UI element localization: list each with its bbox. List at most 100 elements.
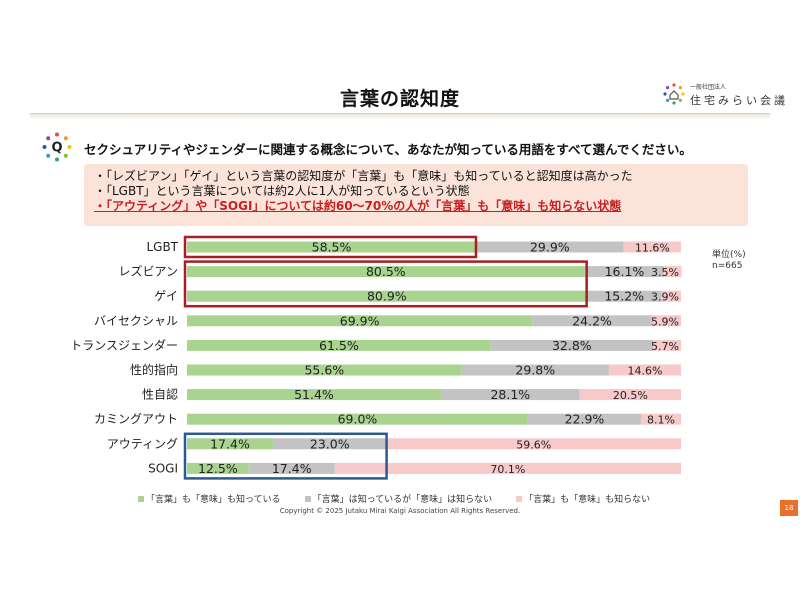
bar-segment [652, 339, 681, 351]
question-badge-letter: Q [51, 141, 62, 156]
data-label: 14.6% [627, 365, 662, 378]
legend-label: 「言葉」は知っているが「意味」は知らない [312, 495, 493, 505]
data-label: 80.5% [366, 264, 406, 279]
category-label: SOGI [148, 461, 178, 475]
summary-line: ・「LGBT」という言葉については約2人に1人が知っているという状態 [94, 184, 470, 198]
bar-segment [586, 290, 662, 302]
data-label: 8.1% [647, 414, 675, 427]
data-label: 51.4% [294, 387, 334, 402]
copyright: Copyright © 2025 Jutaku Mirai Kaigi Asso… [279, 507, 521, 515]
bar-segment [461, 364, 609, 376]
sample-size: n=665 [712, 261, 743, 271]
question-icon: Q [42, 132, 72, 162]
data-label: 22.9% [565, 412, 605, 427]
bar-segment [272, 438, 387, 450]
data-label: 12.5% [198, 461, 238, 476]
data-label: 58.5% [312, 240, 352, 255]
data-label: 61.5% [319, 338, 359, 353]
bar-segment [440, 389, 580, 401]
legend-item: 「言葉」は知っているが「意味」は知らない [304, 492, 493, 505]
data-label: 3.9% [651, 291, 679, 304]
bar-segment [187, 339, 491, 351]
title-divider [30, 113, 770, 119]
legend-swatch [516, 495, 523, 502]
bar-segment [187, 266, 585, 278]
unit-label: 単位(%) [712, 250, 746, 260]
logo-icon [663, 83, 685, 105]
category-label: 性的指向 [130, 362, 178, 377]
category-label: トランスジェンダー [70, 337, 178, 352]
highlight-box [183, 260, 588, 308]
legend-item: 「言葉」も「意味」も知らない [516, 492, 650, 505]
data-label: 32.8% [552, 338, 592, 353]
bar-segment [187, 241, 476, 253]
data-label: 23.0% [310, 436, 350, 451]
bar-segment [532, 315, 652, 327]
highlight-box [183, 235, 478, 259]
data-label: 5.7% [651, 340, 679, 353]
data-label: 70.1% [490, 463, 525, 476]
legend-item: 「言葉」も「意味」も知っている [138, 492, 281, 505]
question-text: セクシュアリティやジェンダーに関連する概念について、あなたが知っている用語をすべ… [84, 142, 692, 157]
bar-segment [661, 290, 681, 302]
bar-segment [584, 266, 665, 278]
data-label: 3.5% [651, 266, 679, 279]
logo-subtitle: 一般社団法人 [690, 84, 727, 91]
legend-swatch [304, 495, 311, 502]
data-label: 11.6% [635, 242, 670, 255]
bar-segment [579, 389, 681, 401]
data-label: 80.9% [367, 289, 407, 304]
bar-segment [187, 413, 528, 425]
bar-segment [490, 339, 653, 351]
bar-segment [608, 364, 681, 376]
bar-segment [187, 438, 273, 450]
bar-segment [386, 438, 681, 450]
data-label: 29.9% [530, 240, 570, 255]
bar-segment [527, 413, 641, 425]
data-label: 55.6% [304, 363, 344, 378]
bar-segment [187, 315, 533, 327]
data-label: 17.4% [272, 461, 312, 476]
data-label: 20.5% [613, 389, 648, 402]
bar-segment [640, 413, 681, 425]
summary-box: ・「レズビアン」「ゲイ」という言葉の認知度が「言葉」も「意味」も知っていると認知… [84, 164, 748, 226]
logo-name: 住宅みらい会議 [690, 94, 788, 107]
category-label: ゲイ [154, 289, 178, 303]
data-label: 69.0% [338, 412, 378, 427]
data-label: 28.1% [490, 387, 530, 402]
bar-segment [651, 315, 681, 327]
unit-note: 単位(%) n=665 [712, 250, 746, 272]
data-label: 16.1% [605, 264, 645, 279]
category-label: カミングアウト [94, 412, 178, 426]
bar-segment [187, 290, 587, 302]
bar-segment [334, 462, 681, 474]
category-label: 性自認 [142, 387, 178, 402]
data-label: 5.9% [651, 315, 679, 328]
legend-label: 「言葉」も「意味」も知らない [524, 495, 651, 505]
chart-legend: 「言葉」も「意味」も知っている 「言葉」は知っているが「意味」は知らない 「言葉… [138, 492, 650, 505]
summary-line: ・「レズビアン」「ゲイ」という言葉の認知度が「言葉」も「意味」も知っていると認知… [94, 169, 633, 183]
legend-swatch [138, 495, 144, 502]
data-label: 17.4% [210, 436, 250, 451]
bar-segment [248, 462, 335, 474]
data-label: 29.8% [515, 363, 555, 378]
category-label: レズビアン [118, 264, 178, 279]
bar-segment [475, 241, 624, 253]
page-number: 18 [780, 500, 798, 516]
bar-segment [187, 364, 462, 376]
bar-segment [623, 241, 681, 253]
category-label: アウティング [107, 437, 178, 451]
data-label: 15.2% [604, 289, 644, 304]
bar-segment [664, 266, 682, 278]
data-label: 69.9% [340, 313, 380, 328]
legend-label: 「言葉」も「意味」も知っている [146, 495, 281, 505]
data-label: 24.2% [572, 313, 612, 328]
bar-segment [187, 462, 249, 474]
highlight-box [183, 432, 388, 480]
data-label: 59.6% [516, 438, 551, 451]
summary-highlight: ・「アウティング」や「SOGI」については約60～70%の人が「言葉」も「意味」… [94, 199, 622, 213]
bar-segment [187, 389, 441, 401]
category-label: バイセクシャル [94, 314, 178, 328]
